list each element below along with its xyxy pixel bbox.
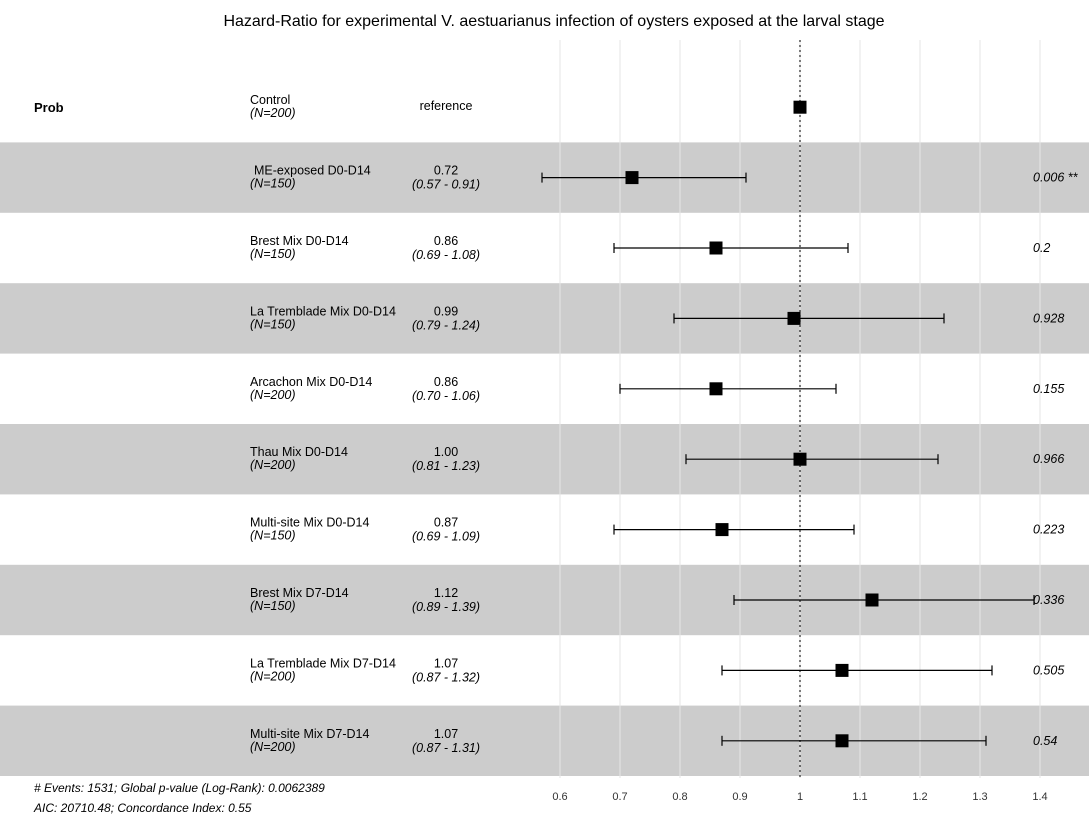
group-n: (N=200) (250, 740, 296, 754)
ci-label: (0.87 - 1.31) (412, 741, 480, 755)
estimate-marker (835, 663, 849, 677)
group-label: La Tremblade Mix D7-D14 (250, 656, 396, 670)
ci-label: (0.57 - 0.91) (412, 178, 480, 192)
x-tick-label: 0.8 (672, 791, 687, 803)
group-label: Multi-site Mix D7-D14 (250, 727, 370, 741)
estimate-marker (715, 523, 729, 537)
ci-label: (0.79 - 1.24) (412, 318, 480, 332)
x-axis-ticks: 0.6 0.7 0.8 0.9 1 1.1 1.2 1.3 1.4 (552, 791, 1047, 803)
x-tick-label: 1.2 (912, 791, 927, 803)
group-n: (N=200) (250, 458, 296, 472)
x-tick-label: 0.9 (732, 791, 747, 803)
group-n: (N=200) (250, 388, 296, 402)
group-label: Brest Mix D7-D14 (250, 586, 349, 600)
estimate-label: 1.12 (434, 586, 458, 600)
estimate-label: reference (420, 99, 473, 113)
ci-label: (0.89 - 1.39) (412, 600, 480, 614)
p-value: 0.336 (1033, 593, 1064, 607)
group-label: ME-exposed D0-D14 (254, 164, 371, 178)
group-label: Control (250, 93, 290, 107)
estimate-marker (787, 311, 801, 325)
estimate-marker (793, 452, 807, 466)
ci-label: (0.69 - 1.08) (412, 248, 480, 262)
ci-label: (0.87 - 1.32) (412, 670, 480, 684)
p-value: 0.505 (1033, 663, 1064, 677)
estimate-label: 0.86 (434, 375, 458, 389)
p-value: 0.155 (1033, 382, 1064, 396)
group-n: (N=200) (250, 669, 296, 683)
estimate-label: 1.00 (434, 445, 458, 459)
group-n: (N=200) (250, 106, 296, 120)
ci-label: (0.70 - 1.06) (412, 389, 480, 403)
group-n: (N=150) (250, 247, 296, 261)
estimate-label: 1.07 (434, 727, 458, 741)
ci-label: (0.69 - 1.09) (412, 530, 480, 544)
group-n: (N=150) (250, 317, 296, 331)
estimate-marker (835, 734, 849, 748)
x-tick-label: 1.4 (1032, 791, 1047, 803)
estimate-label: 0.87 (434, 516, 458, 530)
x-tick-label: 0.7 (612, 791, 627, 803)
footer-events: # Events: 1531; Global p-value (Log-Rank… (34, 781, 325, 795)
estimate-marker (793, 100, 807, 114)
grid-lines (559, 40, 1041, 778)
p-value: 0.928 (1033, 311, 1064, 325)
estimate-label: 0.86 (434, 234, 458, 248)
chart-title: Hazard-Ratio for experimental V. aestuar… (223, 13, 884, 30)
group-n: (N=150) (250, 177, 296, 191)
estimate-marker (625, 171, 639, 185)
p-value: 0.54 (1033, 734, 1057, 748)
estimate-marker (865, 593, 879, 607)
group-n: (N=150) (250, 599, 296, 613)
group-n: (N=150) (250, 529, 296, 543)
p-value: 0.223 (1033, 523, 1064, 537)
group-label: Multi-site Mix D0-D14 (250, 516, 370, 530)
group-label: La Tremblade Mix D0-D14 (250, 304, 396, 318)
p-value: 0.006 ** (1033, 171, 1079, 185)
x-tick-label: 0.6 (552, 791, 567, 803)
p-value: 0.966 (1033, 452, 1064, 466)
group-label: Thau Mix D0-D14 (250, 445, 348, 459)
x-tick-label: 1.3 (972, 791, 987, 803)
footer-aic: AIC: 20710.48; Concordance Index: 0.55 (33, 801, 252, 815)
estimate-label: 0.99 (434, 304, 458, 318)
x-tick-label: 1 (797, 791, 803, 803)
x-tick-label: 1.1 (852, 791, 867, 803)
estimate-marker (709, 241, 723, 255)
group-label: Arcachon Mix D0-D14 (250, 375, 372, 389)
p-value: 0.2 (1033, 241, 1050, 255)
estimate-label: 0.72 (434, 164, 458, 178)
estimate-marker (709, 382, 723, 396)
variable-label: Prob (34, 100, 64, 115)
ci-label: (0.81 - 1.23) (412, 459, 480, 473)
group-label: Brest Mix D0-D14 (250, 234, 349, 248)
estimate-label: 1.07 (434, 656, 458, 670)
